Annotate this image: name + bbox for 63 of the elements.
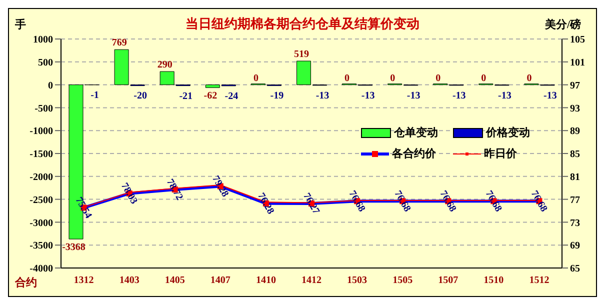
y-tick-label: -500 [34,103,53,114]
data-label: 290 [157,60,172,71]
y-tick-label: -3000 [30,218,53,229]
y2-tick-label: 81 [570,172,580,183]
y-tick-label: -4000 [30,264,53,275]
data-label: -1 [90,90,99,101]
y2-axis-title: 美分/磅 [545,17,582,32]
y2-tick-label: 73 [570,218,580,229]
data-label: -20 [134,90,147,102]
y-tick-label: -1000 [30,126,53,138]
y-tick-label: -2500 [30,194,53,206]
y-tick-label: -3500 [30,240,53,252]
x-axis-title: 合约 [15,276,37,290]
x-tick-label: 1412 [302,275,322,286]
x-tick-label: 1507 [438,275,458,286]
data-label: -13 [361,90,375,102]
data-label: 0 [344,72,350,84]
y2-tick-label: 89 [570,126,580,138]
y2-tick-label: 77 [570,194,580,206]
data-label: -21 [179,90,193,102]
x-tick-label: 1510 [484,275,504,286]
data-label: 769 [112,38,127,49]
x-tick-label: 1403 [119,275,140,286]
y2-tick-label: 69 [570,240,580,252]
legend-label: 仓单变动 [394,126,438,140]
data-label: 0 [481,72,486,84]
x-tick-label: 1503 [347,275,368,286]
data-label: 0 [253,72,258,84]
data-label: -19 [270,90,284,102]
x-tick-label: 1405 [164,275,185,286]
y2-tick-label: 65 [570,264,580,275]
x-tick-label: 1505 [392,275,413,286]
y2-tick-label: 93 [570,103,580,114]
y2-tick-label: 97 [570,80,580,92]
data-label: 0 [526,72,532,84]
y-tick-label: 0 [48,80,53,92]
y-tick-label: 500 [38,57,53,68]
data-label: 0 [390,72,396,84]
x-tick-label: 1410 [256,275,276,286]
data-label: -3368 [62,242,86,254]
legend-label: 价格变动 [486,126,530,140]
chart-title: 当日纽约期棉各期合约仓单及结算价变动 [186,16,420,31]
data-label: -13 [406,90,420,102]
y-tick-label: 1000 [33,34,53,46]
legend-label: 昨日价 [484,147,517,161]
data-label: -62 [204,90,218,102]
x-tick-label: 1512 [529,275,550,286]
y2-tick-label: 101 [570,57,585,68]
x-tick-label: 1407 [210,275,230,286]
data-label: 519 [294,49,309,60]
data-label: 0 [436,72,441,84]
x-tick-label: 1312 [74,275,94,286]
y2-tick-label: 105 [570,34,585,46]
data-label: -13 [316,90,330,102]
data-label: -13 [498,90,512,102]
data-label: -13 [452,90,466,102]
y2-tick-label: 85 [570,149,580,160]
data-label: -13 [544,90,557,102]
y-tick-label: -2000 [30,172,53,183]
legend-label: 各合约价 [392,146,436,161]
y-axis-title: 手 [15,18,26,32]
data-label: -24 [224,90,238,102]
y-tick-label: -1500 [30,149,53,160]
